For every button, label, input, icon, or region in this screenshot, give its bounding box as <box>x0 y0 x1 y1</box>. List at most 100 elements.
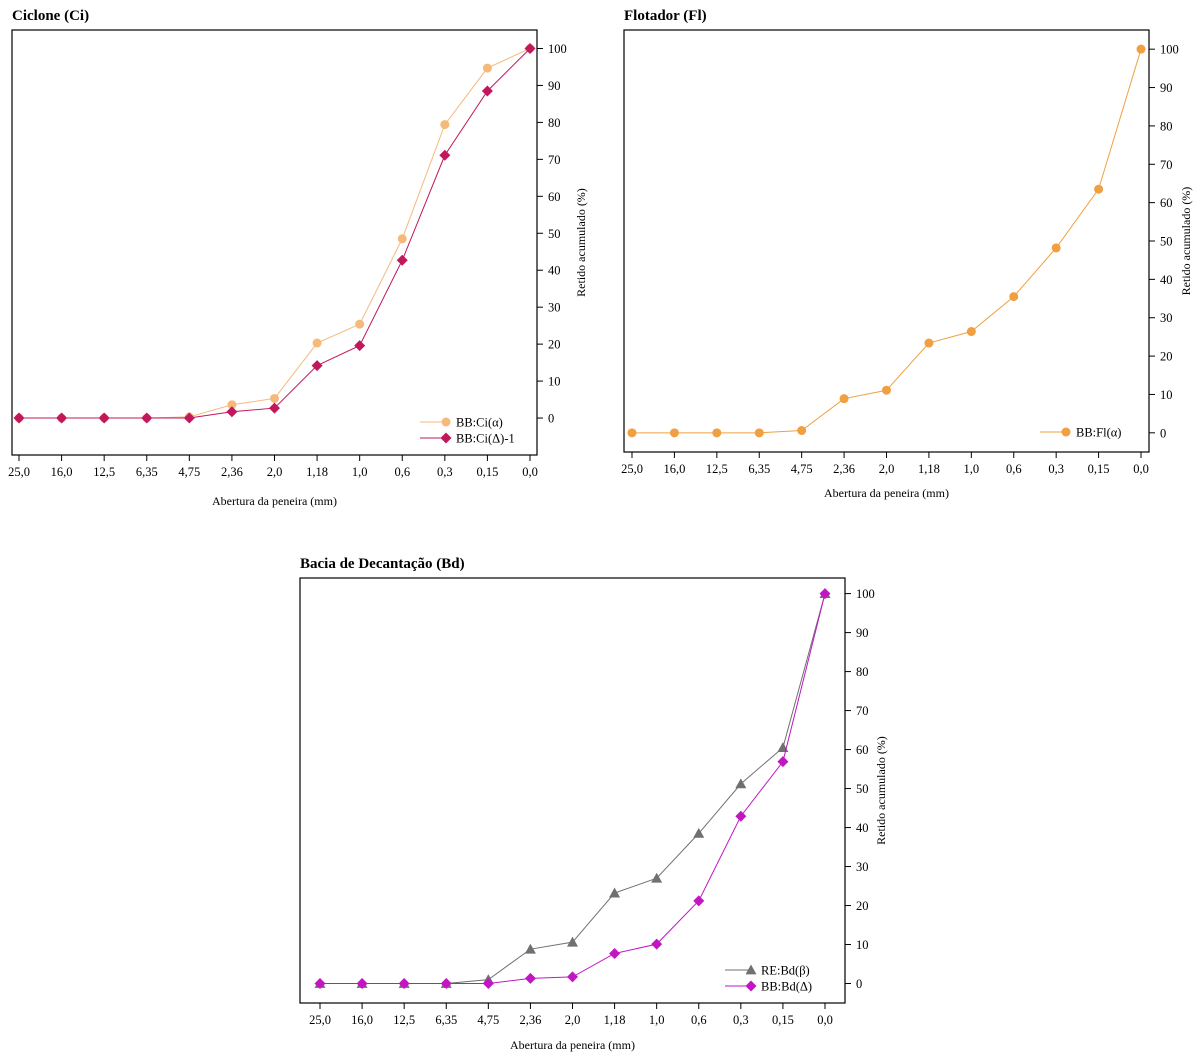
y-tick-label: 40 <box>856 821 869 835</box>
data-point <box>735 778 747 789</box>
y-tick-label: 20 <box>1160 350 1173 364</box>
y-tick-label: 90 <box>1160 81 1173 95</box>
y-tick-label: 30 <box>548 301 561 315</box>
chart-title: Flotador (Fl) <box>624 8 707 24</box>
y-tick-label: 80 <box>548 116 561 130</box>
x-tick-label: 12,5 <box>706 462 728 476</box>
x-tick-label: 0,15 <box>772 1013 794 1027</box>
data-point <box>777 756 789 768</box>
y-tick-label: 90 <box>548 79 561 93</box>
x-tick-label: 1,0 <box>352 465 368 479</box>
chart-svg: 25,0 16,0 12,5 6,35 4,75 2,36 2,0 1,18 1,0 0,6 0,3… <box>621 29 1193 500</box>
x-tick-label: 2,0 <box>267 465 283 479</box>
x-tick-label: 25,0 <box>621 462 643 476</box>
data-point <box>669 428 679 438</box>
x-tick-label: 0,3 <box>437 465 453 479</box>
legend-marker <box>440 432 452 444</box>
legend-label: BB:Ci(Δ)-1 <box>456 432 515 446</box>
data-point <box>651 872 663 883</box>
x-axis-label: Abertura da peneira (mm) <box>824 486 949 500</box>
series-line <box>19 48 531 419</box>
data-point <box>481 85 493 97</box>
data-point <box>439 149 451 161</box>
data-point <box>314 978 326 990</box>
x-tick-label: 2,36 <box>519 1013 541 1027</box>
x-tick-label: 0,6 <box>1006 462 1022 476</box>
y-tick-label: 10 <box>548 375 561 389</box>
legend-label: BB:Fl(α) <box>1076 426 1121 440</box>
x-tick-label: 1,18 <box>918 462 940 476</box>
legend-item: BB:Ci(α) <box>420 416 503 430</box>
data-point <box>819 588 831 600</box>
data-point <box>141 412 153 424</box>
data-point <box>1009 292 1019 302</box>
data-point <box>13 412 25 424</box>
y-tick-label: 70 <box>1160 158 1173 172</box>
data-point <box>693 827 705 838</box>
x-tick-label: 1,0 <box>964 462 980 476</box>
x-tick-label: 0,15 <box>1088 462 1110 476</box>
x-axis-label: Abertura da peneira (mm) <box>212 494 337 508</box>
legend-label: BB:Ci(α) <box>456 416 503 430</box>
y-tick-label: 60 <box>856 743 869 757</box>
x-tick-label: 1,0 <box>649 1013 665 1027</box>
series-1 <box>314 588 831 990</box>
legend-label: RE:Bd(β) <box>761 964 810 978</box>
chart-svg: 25,0 16,0 12,5 6,35 4,75 2,36 2,0 1,18 1,0 0,6 0,3… <box>8 29 588 508</box>
chart-svg: 25,0 16,0 12,5 6,35 4,75 2,36 2,0 1,18 1,0 0,6 0,3… <box>299 577 888 1052</box>
data-point <box>396 254 408 266</box>
data-point <box>966 327 976 337</box>
data-point <box>924 338 934 348</box>
y-tick-label: 10 <box>856 938 869 952</box>
legend-marker <box>1061 427 1071 437</box>
chart-title: Ciclone (Ci) <box>12 8 90 24</box>
x-tick-label: 4,75 <box>791 462 813 476</box>
data-point <box>712 428 722 438</box>
x-tick-label: 12,5 <box>93 465 115 479</box>
y-tick-label: 0 <box>1160 426 1166 440</box>
series-0 <box>14 43 535 423</box>
x-tick-label: 6,35 <box>136 465 158 479</box>
data-point <box>56 412 68 424</box>
x-tick-label: 0,3 <box>1048 462 1064 476</box>
series-line <box>19 48 531 419</box>
data-point <box>839 394 849 404</box>
data-point <box>397 234 407 244</box>
y-tick-label: 70 <box>856 704 869 718</box>
x-tick-label: 4,75 <box>178 465 200 479</box>
y-axis-label: Retido acumulado (%) <box>1179 187 1193 296</box>
x-tick-label: 1,18 <box>306 465 328 479</box>
legend-item: BB:Fl(α) <box>1040 426 1121 440</box>
series-0 <box>314 588 831 988</box>
data-point <box>1136 44 1146 54</box>
data-point <box>882 385 891 395</box>
y-tick-label: 100 <box>1160 43 1179 57</box>
data-point <box>98 412 110 424</box>
series-line <box>320 593 826 985</box>
series-line <box>632 49 1142 434</box>
data-point <box>440 978 452 990</box>
data-point <box>482 978 494 990</box>
y-tick-label: 90 <box>856 626 869 640</box>
data-point <box>609 887 621 898</box>
data-point <box>609 947 621 959</box>
data-point <box>355 319 365 329</box>
legend-item: RE:Bd(β) <box>725 964 810 978</box>
x-tick-label: 6,35 <box>435 1013 457 1027</box>
data-point <box>651 938 663 950</box>
data-point <box>183 412 195 424</box>
y-tick-label: 100 <box>548 42 567 56</box>
y-axis-label: Retido acumulado (%) <box>574 188 588 297</box>
data-point <box>270 393 279 403</box>
x-tick-label: 2,0 <box>565 1013 581 1027</box>
x-tick-label: 16,0 <box>663 462 685 476</box>
y-tick-label: 50 <box>548 227 561 241</box>
data-point <box>797 426 807 436</box>
y-tick-label: 40 <box>548 264 561 278</box>
y-tick-label: 80 <box>1160 119 1173 133</box>
y-tick-label: 60 <box>1160 196 1173 210</box>
series-0 <box>627 44 1146 438</box>
chart-title: Bacia de Decantação (Bd) <box>300 556 465 572</box>
y-tick-label: 50 <box>1160 235 1173 249</box>
data-point <box>627 428 637 438</box>
